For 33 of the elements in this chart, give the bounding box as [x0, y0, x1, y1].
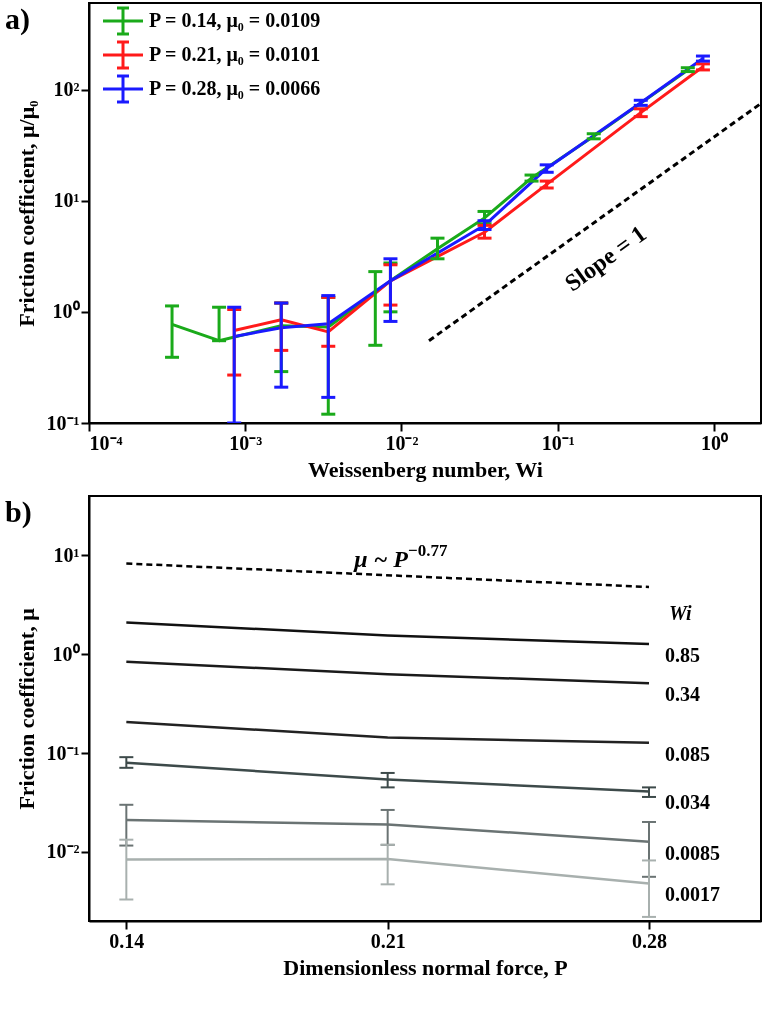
series-label: 0.0017	[665, 883, 720, 906]
y-tick-label: 10¹	[53, 189, 80, 212]
text: a)	[5, 2, 30, 36]
y-tick-label: 10⁰	[52, 642, 80, 665]
x-axis-title: Weissenberg number, Wi	[308, 456, 543, 482]
x-tick-label: 10⁰	[700, 431, 728, 454]
text: b)	[5, 495, 32, 529]
y-axis-title: Friction coefficient, μ/μ₀	[13, 99, 39, 327]
y-tick-label: 10⁻¹	[46, 411, 80, 434]
series-label: 0.085	[665, 742, 710, 765]
x-tick-label: 10⁻¹	[541, 431, 575, 454]
series-label: 0.034	[665, 791, 710, 814]
y-axis-title: Friction coefficient, μ	[13, 607, 39, 810]
y-tick-label: 10¹	[53, 543, 80, 566]
y-tick-label: 10⁻²	[46, 840, 80, 863]
x-tick-label: 10⁻²	[385, 431, 419, 454]
x-tick-label: 0.21	[370, 929, 406, 952]
x-tick-label: 10⁻⁴	[89, 431, 123, 454]
y-tick-label: 10⁰	[52, 300, 80, 323]
x-tick-label: 10⁻³	[229, 431, 263, 454]
series-label: 0.85	[665, 644, 700, 667]
y-tick-label: 10²	[53, 78, 80, 100]
x-tick-label: 0.14	[109, 929, 145, 952]
legend-label: P = 0.21, μ₀ = 0.0101	[149, 43, 321, 66]
annotation: Slope = 1	[559, 220, 651, 297]
series-label: 0.0085	[665, 841, 720, 864]
legend-title: Wi	[669, 602, 693, 625]
series-label: 0.34	[665, 683, 700, 706]
y-tick-label: 10⁻¹	[46, 741, 80, 764]
x-tick-label: 0.28	[632, 929, 667, 952]
x-axis-title: Dimensionless normal force, P	[283, 954, 568, 980]
legend-label: P = 0.28, μ₀ = 0.0066	[149, 77, 321, 100]
legend-label: P = 0.14, μ₀ = 0.0109	[149, 9, 321, 32]
